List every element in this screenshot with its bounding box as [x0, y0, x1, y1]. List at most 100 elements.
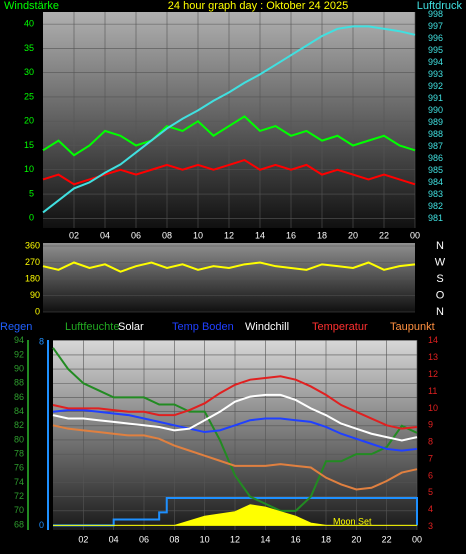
- y2-tick-label: N: [436, 306, 444, 318]
- x-tick-label: 02: [78, 534, 88, 544]
- y2-tick-label: S: [436, 273, 443, 285]
- y2-tick-label: 995: [428, 45, 443, 55]
- y2-tick-label: 986: [428, 153, 443, 163]
- y-tick-label: 70: [14, 505, 24, 515]
- y2-tick-label: 990: [428, 105, 443, 115]
- y2-tick-label: 993: [428, 69, 443, 79]
- legend-label: Windchill: [245, 321, 289, 333]
- series-line: [52, 409, 418, 452]
- y2-tick-label: 9: [428, 420, 433, 430]
- series-area: [53, 504, 417, 526]
- x-tick-label: 04: [100, 230, 110, 240]
- x-tick-label: 22: [379, 230, 389, 240]
- y-tick-label: 35: [24, 43, 34, 53]
- plot-area: [43, 243, 415, 312]
- y-tick-label: 270: [25, 257, 40, 267]
- series-line: [52, 393, 418, 442]
- y2-tick-label: 994: [428, 57, 443, 67]
- y-tick-label: 25: [24, 91, 34, 101]
- x-tick-label: 10: [193, 230, 203, 240]
- series-line: [42, 158, 416, 186]
- y2-tick-label: 991: [428, 93, 443, 103]
- annotation: Moon Set: [333, 516, 372, 526]
- y-tick-label: 82: [14, 420, 24, 430]
- legend-label: Luftdruck: [417, 0, 463, 12]
- legend-label: Luftfeuchte: [65, 321, 119, 333]
- legend-label: Taupunkt: [390, 321, 435, 333]
- y2-tick-label: 5: [428, 487, 433, 497]
- y2-tick-label: 7: [428, 453, 433, 463]
- y-tick-label: 20: [24, 116, 34, 126]
- y-tick-label: 76: [14, 463, 24, 473]
- y2-tick-label: 988: [428, 129, 443, 139]
- series-line: [52, 347, 418, 512]
- legend-label: Regen: [0, 321, 32, 333]
- y-tick-label: 30: [24, 67, 34, 77]
- y2-tick-label: 8: [428, 437, 433, 447]
- x-tick-label: 14: [255, 230, 265, 240]
- y-tick-label: 90: [14, 363, 24, 373]
- y-tick-label: 84: [14, 406, 24, 416]
- y-tick-label: 94: [14, 335, 24, 345]
- x-tick-label: 12: [224, 230, 234, 240]
- series-line: [53, 496, 418, 527]
- y2-tick-label: N: [436, 240, 444, 252]
- y-tick-label: 180: [25, 273, 40, 283]
- y2-tick-label: 996: [428, 33, 443, 43]
- x-tick-label: 04: [109, 534, 119, 544]
- y2-tick-label: 987: [428, 141, 443, 151]
- x-tick-label: 18: [321, 534, 331, 544]
- y3-tick-label: 8: [39, 337, 44, 347]
- y-tick-label: 0: [29, 213, 34, 223]
- y2-tick-label: O: [436, 289, 445, 301]
- series-line: [42, 115, 416, 157]
- y2-tick-label: 4: [428, 504, 433, 514]
- x-tick-label: 20: [348, 230, 358, 240]
- x-tick-label: 02: [69, 230, 79, 240]
- legend-label: Windstärke: [4, 0, 59, 12]
- x-tick-label: 16: [291, 534, 301, 544]
- y2-tick-label: 13: [428, 352, 438, 362]
- y2-tick-label: 14: [428, 335, 438, 345]
- x-tick-label: 06: [139, 534, 149, 544]
- y-tick-label: 72: [14, 491, 24, 501]
- series-line: [42, 261, 416, 273]
- y-tick-label: 10: [24, 164, 34, 174]
- legend-label: Solar: [118, 321, 144, 333]
- y-tick-label: 90: [30, 290, 40, 300]
- y2-tick-label: 997: [428, 21, 443, 31]
- y3-tick-label: 0: [39, 520, 44, 530]
- y-tick-label: 15: [24, 140, 34, 150]
- x-tick-label: 00: [410, 230, 420, 240]
- y-tick-label: 78: [14, 449, 24, 459]
- series-line: [52, 375, 418, 430]
- y2-tick-label: 983: [428, 189, 443, 199]
- x-tick-label: 00: [412, 534, 422, 544]
- y2-tick-label: 989: [428, 117, 443, 127]
- y2-tick-label: W: [435, 256, 446, 268]
- series-line: [42, 25, 416, 214]
- x-tick-label: 16: [286, 230, 296, 240]
- x-tick-label: 06: [131, 230, 141, 240]
- y2-tick-label: 982: [428, 201, 443, 211]
- x-tick-label: 18: [317, 230, 327, 240]
- x-tick-label: 14: [260, 534, 270, 544]
- y-tick-label: 92: [14, 349, 24, 359]
- series-line: [52, 424, 418, 491]
- y2-tick-label: 992: [428, 81, 443, 91]
- y-tick-label: 360: [25, 240, 40, 250]
- x-tick-label: 12: [230, 534, 240, 544]
- y-tick-label: 86: [14, 392, 24, 402]
- y2-tick-label: 981: [428, 213, 443, 223]
- y-tick-label: 40: [24, 19, 34, 29]
- legend-label: Temperatur: [312, 321, 368, 333]
- chart-title: 24 hour graph day : Oktober 24 2025: [168, 0, 348, 12]
- x-tick-label: 08: [169, 534, 179, 544]
- y2-tick-label: 984: [428, 177, 443, 187]
- x-tick-label: 08: [162, 230, 172, 240]
- y2-tick-label: 6: [428, 470, 433, 480]
- y-tick-label: 68: [14, 519, 24, 529]
- legend-label: Temp Boden: [172, 321, 234, 333]
- y2-tick-label: 985: [428, 165, 443, 175]
